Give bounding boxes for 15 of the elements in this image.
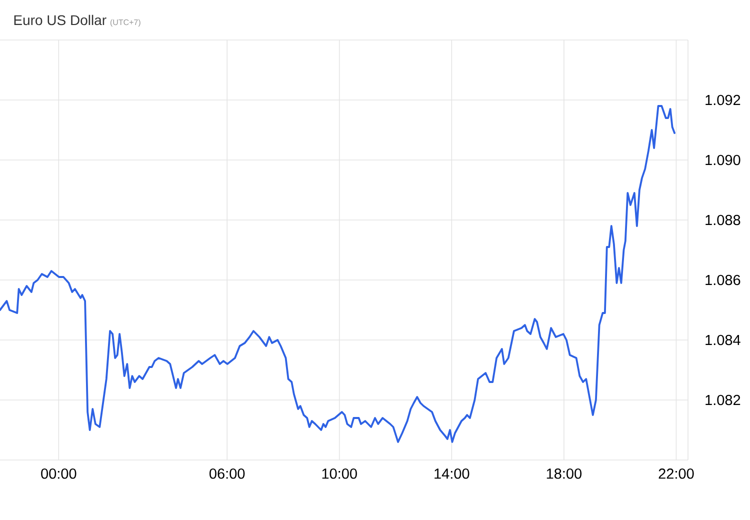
x-tick-label: 14:00	[434, 468, 470, 479]
x-tick-label: 00:00	[41, 468, 76, 479]
x-tick-label: 22:00	[658, 468, 694, 479]
x-tick-label: 10:00	[322, 468, 357, 479]
y-tick-label: 1.092	[706, 94, 740, 106]
line-series	[0, 105, 676, 443]
y-tick-label: 1.086	[706, 274, 740, 286]
chart-subtitle: (UTC+7)	[110, 19, 140, 27]
chart-title: Euro US Dollar	[14, 14, 106, 26]
y-tick-label: 1.088	[706, 214, 740, 226]
y-tick-label: 1.082	[706, 394, 740, 406]
y-tick-label: 1.084	[706, 334, 740, 346]
x-tick-label: 06:00	[210, 468, 245, 479]
y-tick-label: 1.090	[706, 154, 740, 166]
x-tick-label: 18:00	[546, 468, 582, 479]
